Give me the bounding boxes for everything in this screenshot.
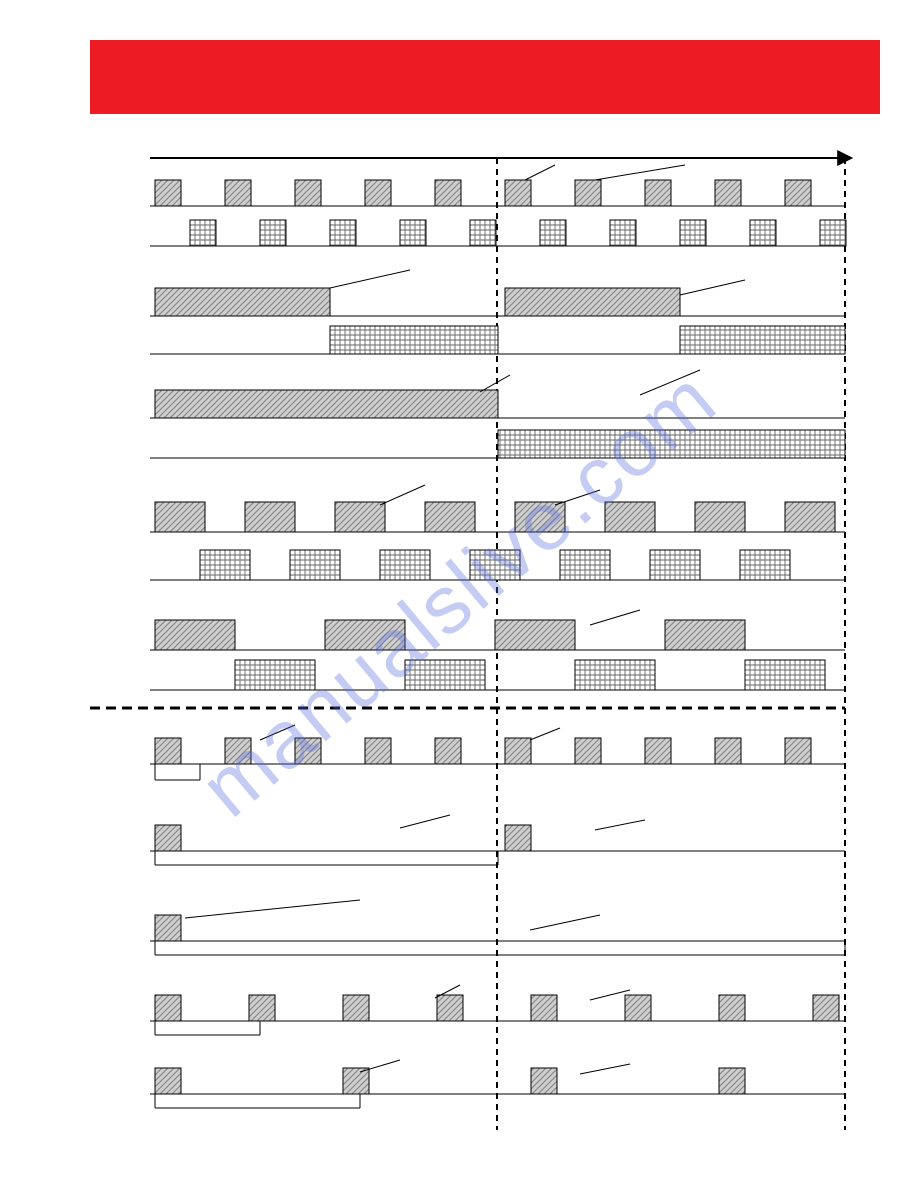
r3_barB: [150, 326, 845, 354]
r4_barA: [150, 370, 845, 418]
r8_pulseA: [150, 610, 845, 650]
r5_barB: [150, 430, 845, 458]
timing-diagram: [0, 0, 918, 1188]
r1_pulseB: [150, 220, 846, 246]
header-bar: [90, 40, 880, 114]
r7_pulseB: [150, 550, 845, 580]
